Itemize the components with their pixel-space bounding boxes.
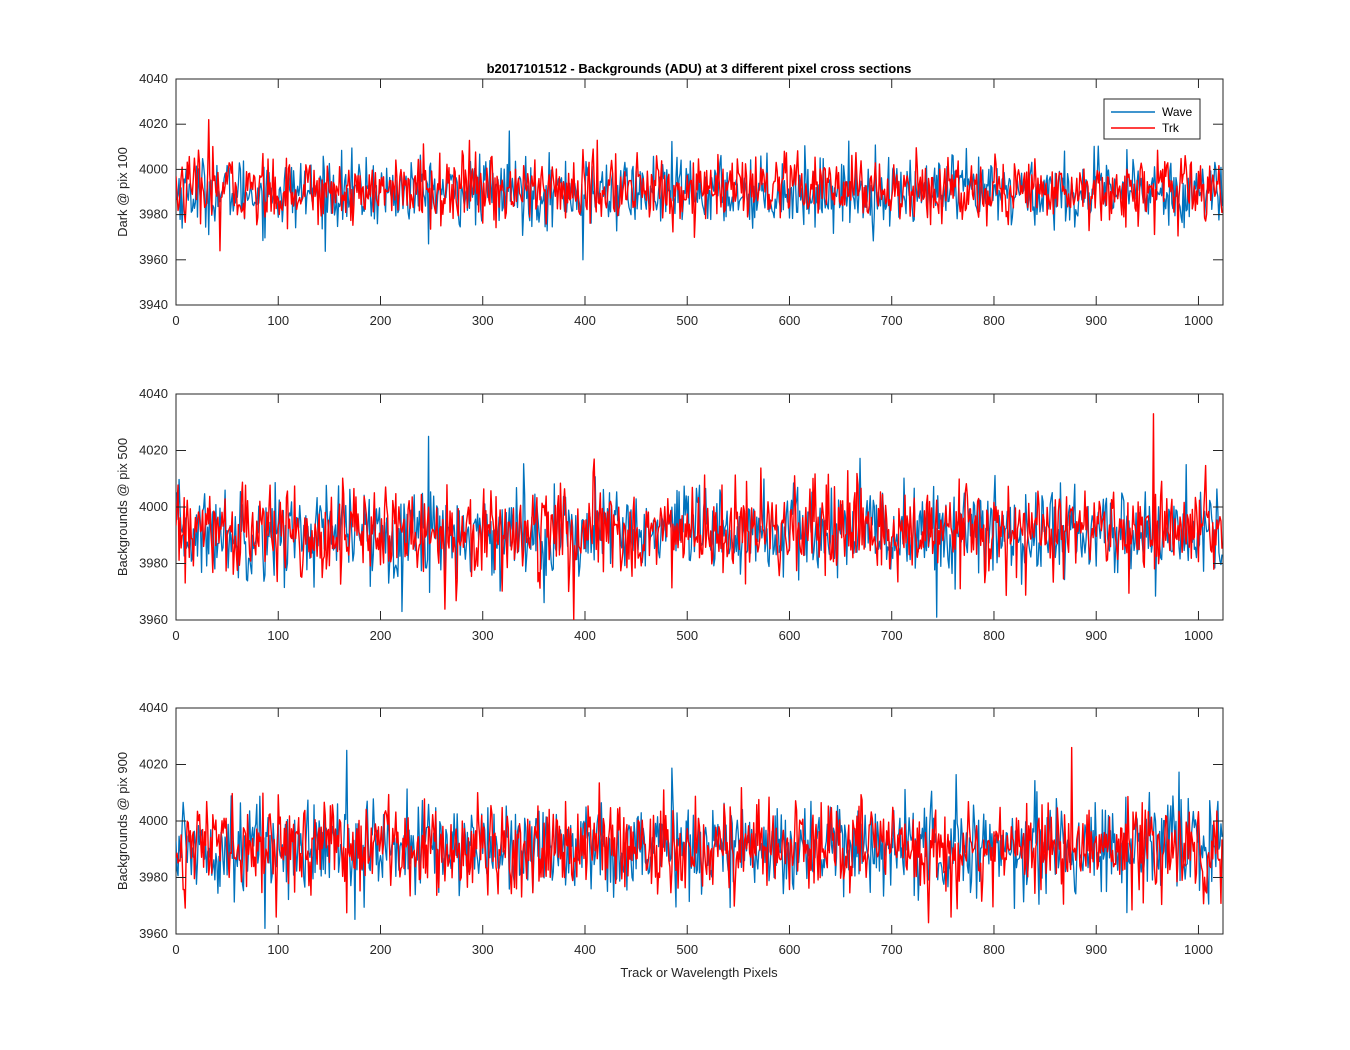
x-tick-label: 600 xyxy=(779,313,801,328)
y-tick-label: 3960 xyxy=(139,926,168,941)
y-tick-label: 3980 xyxy=(139,870,168,885)
legend-wave-label: Wave xyxy=(1162,105,1193,119)
y-tick-label: 3980 xyxy=(139,207,168,222)
panel-1-ylabel: Dark @ pix 100 xyxy=(115,147,130,237)
x-tick-label: 0 xyxy=(172,313,179,328)
x-tick-label: 1000 xyxy=(1184,942,1213,957)
x-tick-label: 800 xyxy=(983,313,1005,328)
y-tick-label: 4000 xyxy=(139,161,168,176)
panel-1-ticks: 0 100 200 300 400 500 600 700 800 900 1000 3940 3960… xyxy=(139,71,1223,328)
panel-3-series xyxy=(176,746,1223,929)
x-tick-label: 400 xyxy=(574,628,596,643)
panel-2-series xyxy=(176,413,1223,620)
x-tick-label: 100 xyxy=(267,628,289,643)
panel-2: 0 100 200 300 400 500 600 700 800 900 1000 3960 3980… xyxy=(115,386,1224,643)
panel-3-ylabel: Backgrounds @ pix 900 xyxy=(115,752,130,890)
x-tick-label: 400 xyxy=(574,313,596,328)
x-tick-label: 400 xyxy=(574,942,596,957)
x-tick-label: 900 xyxy=(1085,628,1107,643)
chart-title: b2017101512 - Backgrounds (ADU) at 3 dif… xyxy=(487,61,912,76)
series-trk-line xyxy=(176,118,1223,252)
panel-2-ticks: 0 100 200 300 400 500 600 700 800 900 1000 3960 3980… xyxy=(139,386,1223,643)
y-tick-label: 3960 xyxy=(139,612,168,627)
panel-2-ylabel: Backgrounds @ pix 500 xyxy=(115,438,130,576)
x-tick-label: 100 xyxy=(267,942,289,957)
x-tick-label: 300 xyxy=(472,628,494,643)
x-tick-label: 800 xyxy=(983,628,1005,643)
x-tick-label: 200 xyxy=(370,628,392,643)
y-tick-label: 4040 xyxy=(139,71,168,86)
x-axis-label: Track or Wavelength Pixels xyxy=(620,965,778,980)
x-tick-label: 600 xyxy=(779,942,801,957)
series-wave-line xyxy=(176,435,1223,618)
x-tick-label: 100 xyxy=(267,313,289,328)
x-tick-label: 200 xyxy=(370,942,392,957)
panel-3: 0 100 200 300 400 500 600 700 800 900 1000 3960 3980… xyxy=(115,700,1224,980)
x-tick-label: 0 xyxy=(172,942,179,957)
x-tick-label: 700 xyxy=(881,313,903,328)
panel-3-ticks: 0 100 200 300 400 500 600 700 800 900 1000 3960 3980… xyxy=(139,700,1223,957)
x-tick-label: 700 xyxy=(881,942,903,957)
y-tick-label: 4040 xyxy=(139,386,168,401)
y-tick-label: 4000 xyxy=(139,813,168,828)
panel-1-series xyxy=(176,118,1223,261)
x-tick-label: 1000 xyxy=(1184,628,1213,643)
x-tick-label: 1000 xyxy=(1184,313,1213,328)
x-tick-label: 800 xyxy=(983,942,1005,957)
x-tick-label: 0 xyxy=(172,628,179,643)
legend-trk-label: Trk xyxy=(1162,121,1180,135)
y-tick-label: 4020 xyxy=(139,443,168,458)
x-tick-label: 600 xyxy=(779,628,801,643)
x-tick-label: 900 xyxy=(1085,942,1107,957)
x-tick-label: 500 xyxy=(676,942,698,957)
series-trk-line xyxy=(176,413,1223,620)
y-tick-label: 4020 xyxy=(139,757,168,772)
x-tick-label: 300 xyxy=(472,942,494,957)
x-tick-label: 300 xyxy=(472,313,494,328)
panel-1: b2017101512 - Backgrounds (ADU) at 3 dif… xyxy=(115,61,1224,328)
x-tick-label: 200 xyxy=(370,313,392,328)
y-tick-label: 3980 xyxy=(139,556,168,571)
x-tick-label: 700 xyxy=(881,628,903,643)
x-tick-label: 500 xyxy=(676,628,698,643)
y-tick-label: 4040 xyxy=(139,700,168,715)
legend-box xyxy=(1103,98,1201,140)
x-tick-label: 900 xyxy=(1085,313,1107,328)
legend: Wave Trk xyxy=(1103,98,1201,140)
series-trk-line xyxy=(176,746,1223,924)
y-tick-label: 4000 xyxy=(139,499,168,514)
y-tick-label: 4020 xyxy=(139,116,168,131)
y-tick-label: 3940 xyxy=(139,297,168,312)
x-tick-label: 500 xyxy=(676,313,698,328)
y-tick-label: 3960 xyxy=(139,252,168,267)
